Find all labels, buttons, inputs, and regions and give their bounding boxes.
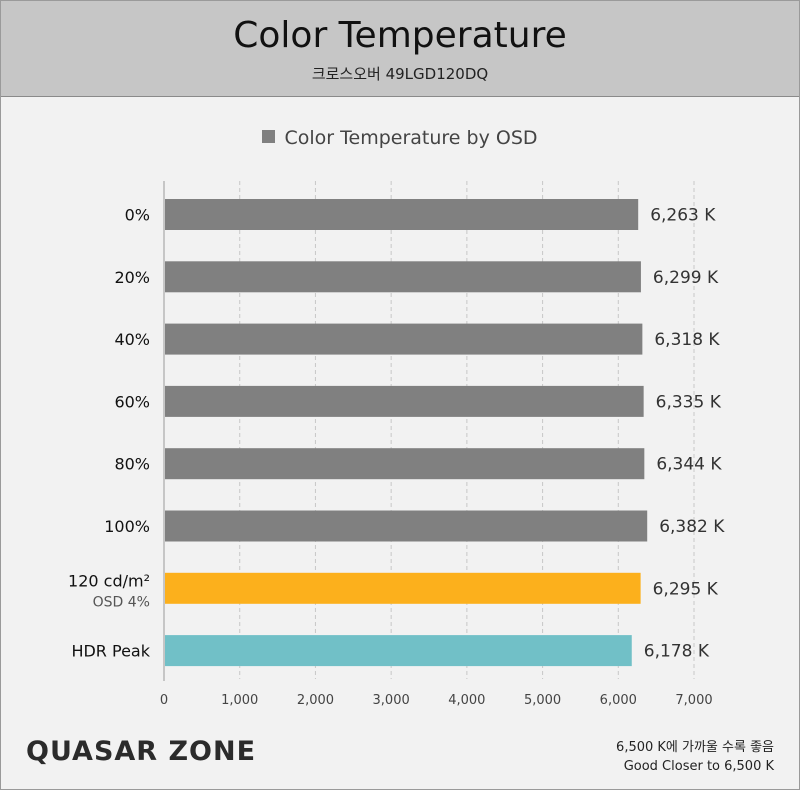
category-label: 20%	[114, 268, 150, 287]
bar	[165, 323, 643, 355]
x-tick-label: 3,000	[373, 693, 410, 708]
data-label: 6,344 K	[656, 455, 722, 475]
bar	[165, 510, 648, 542]
data-label: 6,295 K	[653, 579, 719, 599]
category-label: 80%	[114, 455, 150, 474]
category-label: 60%	[114, 392, 150, 411]
bar	[165, 385, 644, 417]
x-tick-label: 0	[160, 693, 168, 708]
data-label: 6,318 K	[654, 330, 720, 350]
category-label: HDR Peak	[71, 642, 150, 661]
data-label: 6,178 K	[644, 642, 710, 662]
data-label: 6,335 K	[656, 392, 722, 412]
category-label: 100%	[104, 517, 150, 536]
legend-label: Color Temperature by OSD	[284, 127, 538, 149]
header-bar: Color Temperature 크로스오버 49LGD120DQ	[1, 1, 799, 97]
footnote-english: Good Closer to 6,500 K	[623, 759, 774, 774]
bar-chart: 0 1,000 2,000 3,000 4,000 5,000 6,000 7,000 6,26…	[68, 181, 725, 708]
bar	[165, 635, 632, 667]
category-label: 40%	[114, 330, 150, 349]
x-tick-label: 1,000	[221, 693, 258, 708]
x-tick-label: 5,000	[524, 693, 561, 708]
data-label: 6,299 K	[653, 268, 719, 288]
footnote: 6,500 K에 가까울 수록 좋음 Good Closer to 6,500 …	[616, 738, 774, 776]
legend-swatch	[262, 130, 276, 143]
x-tick-label: 2,000	[297, 693, 334, 708]
category-label: 120 cd/m²	[68, 571, 150, 590]
data-label: 6,382 K	[659, 517, 725, 537]
quasarzone-logo: QUASAR ZONE	[26, 736, 257, 767]
data-label: 6,263 K	[650, 206, 716, 226]
bar	[165, 572, 641, 604]
bar	[165, 199, 639, 230]
legend: Color Temperature by OSD	[1, 127, 799, 149]
chart-subtitle: 크로스오버 49LGD120DQ	[311, 65, 489, 83]
category-sublabel: OSD 4%	[93, 594, 150, 610]
x-tick-label: 6,000	[600, 693, 637, 708]
category-label: 0%	[125, 206, 150, 225]
x-tick-label: 4,000	[448, 693, 485, 708]
bar	[165, 448, 645, 480]
bar	[165, 261, 641, 293]
chart-title: Color Temperature	[233, 15, 567, 56]
footnote-korean: 6,500 K에 가까울 수록 좋음	[616, 740, 774, 755]
x-tick-label: 7,000	[675, 693, 712, 708]
